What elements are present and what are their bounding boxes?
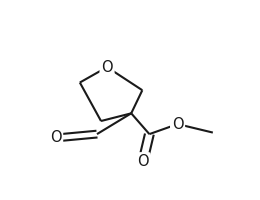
Text: O: O: [137, 154, 149, 169]
Text: O: O: [50, 130, 61, 145]
Text: O: O: [101, 60, 113, 75]
Text: O: O: [172, 117, 183, 132]
